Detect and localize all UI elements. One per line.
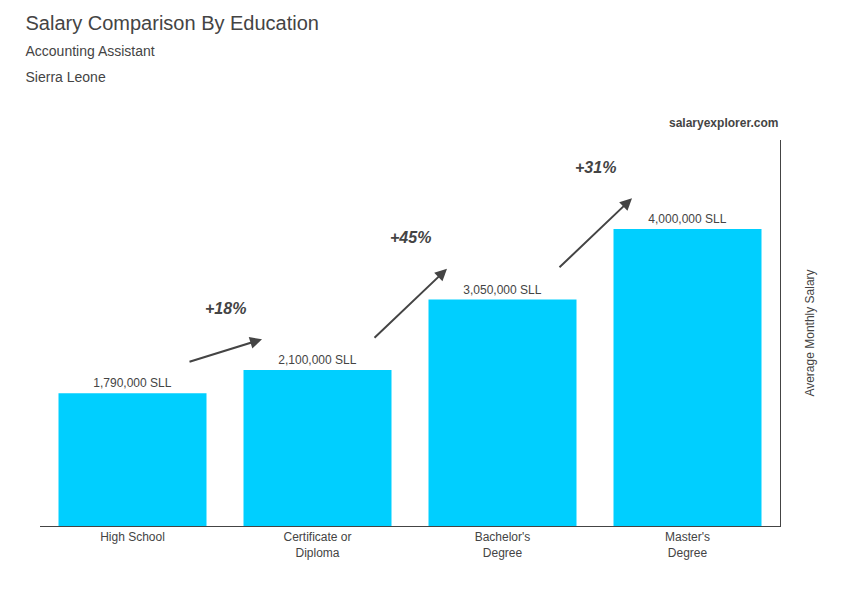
svg-text:+45%: +45% (390, 229, 431, 246)
svg-text:Salary Comparison By Education: Salary Comparison By EducationAccounting… (26, 12, 319, 85)
svg-text:salaryexplorer.com: salaryexplorer.com (669, 116, 778, 130)
svg-text:4,000,000 SLL: 4,000,000 SLL (648, 212, 726, 226)
svg-text:High School: High School (100, 530, 165, 544)
svg-text:+18%: +18% (205, 300, 246, 317)
svg-text:1,790,000 SLL: 1,790,000 SLL (93, 376, 171, 390)
svg-text:Master'sDegree: Master'sDegree (665, 530, 710, 560)
svg-text:Certificate orDiploma: Certificate orDiploma (283, 530, 351, 560)
svg-text:+31%: +31% (575, 159, 616, 176)
svg-text:Bachelor'sDegree: Bachelor'sDegree (475, 530, 531, 560)
svg-text:3,050,000 SLL: 3,050,000 SLL (463, 283, 541, 297)
svg-text:Average Monthly Salary: Average Monthly Salary (803, 269, 817, 396)
svg-text:2,100,000 SLL: 2,100,000 SLL (278, 353, 356, 367)
